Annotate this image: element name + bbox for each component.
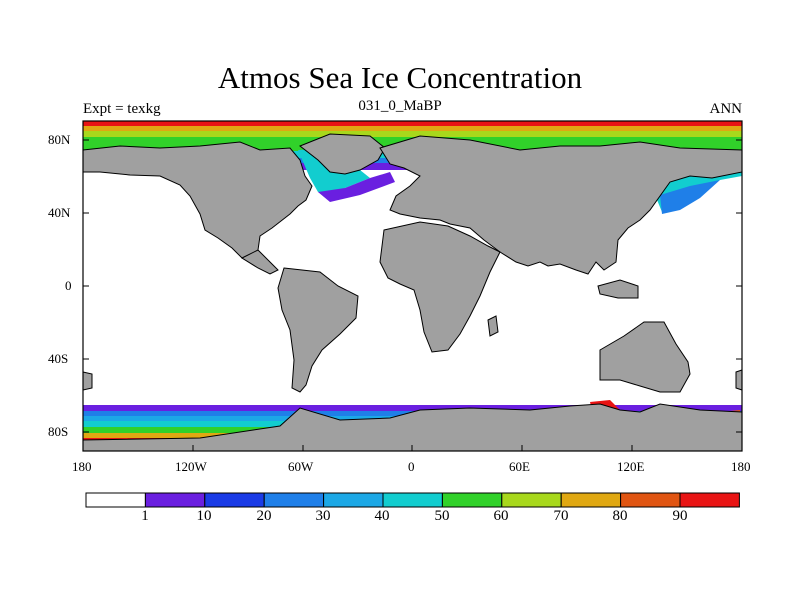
y-axis-ticks bbox=[83, 139, 742, 433]
colorbar-label: 10 bbox=[196, 508, 212, 524]
australia bbox=[599, 321, 691, 393]
colorbar-swatch bbox=[441, 492, 503, 508]
xtick-180w: 180 bbox=[72, 459, 92, 474]
experiment-label: Expt = texkg bbox=[83, 101, 161, 117]
colorbar-swatch bbox=[323, 492, 384, 508]
ytick-40n: 40N bbox=[48, 205, 71, 220]
colorbar-swatch bbox=[144, 492, 206, 508]
season-label: ANN bbox=[709, 101, 743, 117]
xtick-120e: 120E bbox=[617, 459, 645, 474]
colorbar-label: 40 bbox=[374, 508, 390, 524]
ytick-80n: 80N bbox=[48, 132, 71, 147]
xtick-60w: 60W bbox=[288, 459, 314, 474]
colorbar-label: 50 bbox=[434, 508, 450, 524]
ytick-0: 0 bbox=[65, 278, 72, 293]
map-title: Atmos Sea Ice Concentration bbox=[217, 60, 583, 95]
time-label: 031_0_MaBP bbox=[358, 98, 442, 114]
xtick-0: 0 bbox=[408, 459, 415, 474]
south-america bbox=[277, 267, 359, 393]
colorbar-swatch bbox=[501, 492, 562, 508]
colorbar bbox=[85, 492, 740, 508]
colorbar-swatch bbox=[560, 492, 622, 508]
xtick-120w: 120W bbox=[175, 459, 207, 474]
eurasia bbox=[379, 135, 743, 275]
africa bbox=[379, 221, 501, 353]
colorbar-label: 60 bbox=[493, 508, 509, 524]
colorbar-swatch bbox=[263, 492, 325, 508]
greenland bbox=[299, 133, 386, 175]
colorbar-swatch bbox=[620, 492, 681, 508]
north-america bbox=[82, 141, 313, 263]
ytick-80s: 80S bbox=[48, 424, 69, 439]
colorbar-swatch bbox=[85, 492, 146, 508]
ytick-40s: 40S bbox=[48, 351, 69, 366]
colorbar-label: 20 bbox=[256, 508, 272, 524]
colorbar-label: 1 bbox=[141, 508, 149, 524]
xtick-60e: 60E bbox=[509, 459, 530, 474]
se-asia-islands bbox=[597, 279, 639, 299]
colorbar-label: 30 bbox=[315, 508, 331, 524]
land bbox=[82, 133, 743, 452]
colorbar-swatch bbox=[679, 492, 740, 508]
colorbar-label: 70 bbox=[553, 508, 569, 524]
colorbar-swatch bbox=[382, 492, 443, 508]
colorbar-label: 80 bbox=[612, 508, 628, 524]
x-axis-ticks bbox=[82, 445, 743, 451]
central-america bbox=[240, 249, 279, 275]
xtick-180e: 180 bbox=[731, 459, 751, 474]
madagascar bbox=[487, 315, 499, 337]
colorbar-label: 90 bbox=[672, 508, 688, 524]
colorbar-swatch bbox=[204, 492, 265, 508]
